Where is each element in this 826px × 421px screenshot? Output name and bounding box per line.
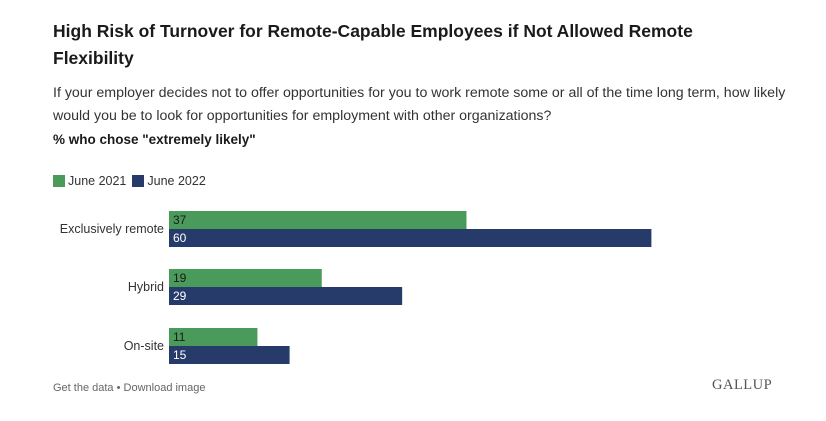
bar-on-site-june-2022 <box>169 346 290 364</box>
data-label-on-site-june-2021: 11 <box>173 330 186 344</box>
bar-exclusively-remote-june-2021 <box>169 211 467 229</box>
category-label-exclusively-remote: Exclusively remote <box>60 222 164 236</box>
legend-item-june-2022: June 2022 <box>132 174 206 188</box>
footer-links: Get the data • Download image <box>53 382 205 394</box>
get-data-link[interactable]: Get the data <box>53 382 114 394</box>
data-label-exclusively-remote-june-2022: 60 <box>173 231 187 245</box>
legend-label-june-2021: June 2021 <box>68 174 127 188</box>
chart-note: % who chose "extremely likely" <box>53 132 256 147</box>
bar-hybrid-june-2021 <box>169 269 322 287</box>
legend-swatch-june-2021 <box>53 175 65 187</box>
download-image-link[interactable]: Download image <box>123 382 206 394</box>
data-label-hybrid-june-2021: 19 <box>173 271 187 285</box>
gallup-logo: GALLUP <box>712 377 773 393</box>
footer-separator: • <box>113 382 124 394</box>
legend-label-june-2022: June 2022 <box>147 174 206 188</box>
bar-exclusively-remote-june-2022 <box>169 229 652 247</box>
category-label-on-site: On-site <box>124 339 164 353</box>
chart-subtitle: If your employer decides not to offer op… <box>53 85 786 124</box>
legend-item-june-2021: June 2021 <box>53 174 126 188</box>
data-label-hybrid-june-2022: 29 <box>173 289 187 303</box>
data-label-on-site-june-2022: 15 <box>173 348 187 362</box>
legend: June 2021 June 2022 <box>53 174 212 188</box>
bar-on-site-june-2021 <box>169 328 258 346</box>
legend-swatch-june-2022 <box>132 175 145 187</box>
chart-title: High Risk of Turnover for Remote-Capable… <box>53 21 693 68</box>
data-label-exclusively-remote-june-2021: 37 <box>173 213 187 227</box>
bar-hybrid-june-2022 <box>169 287 403 305</box>
category-label-hybrid: Hybrid <box>128 280 164 294</box>
